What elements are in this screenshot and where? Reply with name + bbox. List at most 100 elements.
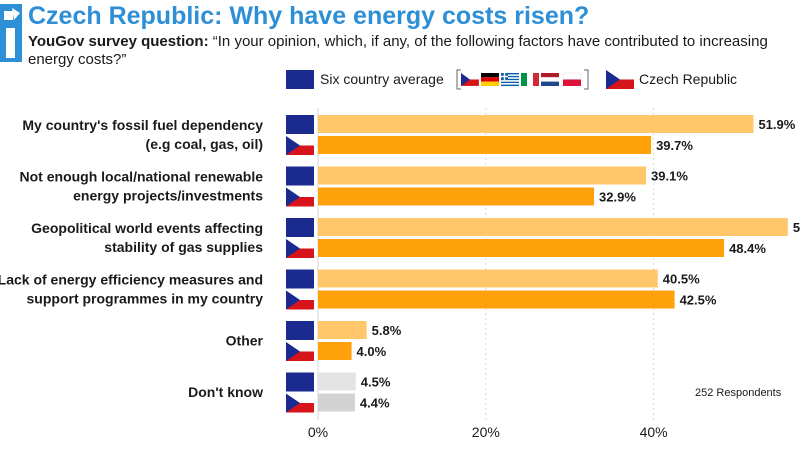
legend-flag-italy (521, 73, 539, 86)
value-label-average: 51.9% (758, 117, 795, 132)
bar-average (318, 372, 356, 391)
row-country-flag-red (286, 197, 314, 207)
row-country-flag-triangle (286, 290, 300, 310)
category-label: Geopolitical world events affecting (31, 220, 263, 236)
row-country-flag (286, 136, 314, 155)
bar-country (318, 393, 355, 412)
respondents-note: 252 Respondents (695, 387, 782, 399)
legend-flag-czech-triangle (461, 73, 470, 86)
legend-flag-netherlands-white (541, 77, 559, 82)
category-label: Lack of energy efficiency measures and (0, 272, 263, 288)
legend-flag-greece-stripe (501, 75, 519, 78)
row-average-flag (286, 372, 314, 392)
row-country-flag-white (286, 136, 314, 146)
legend-average-flag (286, 70, 314, 89)
survey-question-label: YouGov survey question: (28, 33, 209, 50)
legend-flag-czech (461, 73, 479, 86)
legend-country-label: Czech Republic (639, 71, 737, 87)
legend-flag-germany-black (481, 73, 499, 78)
category-label: stability of gas supplies (104, 239, 263, 255)
row-country-flag (286, 393, 314, 413)
legend-flag-germany (481, 73, 499, 86)
row-country-flag-red (286, 145, 314, 155)
legend-country-flag-white (606, 70, 634, 80)
legend-flag-greece-stripe (501, 83, 519, 85)
legend-flag-italy-green (521, 73, 527, 86)
category-label: support programmes in my country (27, 291, 264, 307)
bar-country (318, 187, 595, 206)
row-country-flag-white (286, 342, 314, 352)
legend-bracket-right (584, 69, 589, 90)
legend-flag-greece (501, 73, 519, 87)
legend-flag-greece-stripe (501, 73, 519, 75)
page-title: Czech Republic: Why have energy costs ri… (28, 2, 590, 30)
legend-flag-poland-white (562, 72, 582, 80)
category-label: Don't know (188, 384, 263, 400)
value-label-average: 5.8% (372, 323, 402, 338)
row-country-flag-triangle (286, 136, 300, 155)
legend-flag-germany-gold (481, 81, 499, 86)
row-average-flag-field (286, 269, 314, 289)
legend-flag-netherlands-red (541, 73, 559, 78)
survey-question-text: “In your opinion, which, if any, of the … (28, 33, 768, 68)
legend-bracket-left (456, 69, 461, 90)
x-tick-label: 0% (308, 424, 328, 440)
row-country-flag-triangle (286, 187, 300, 207)
row-country-flag-triangle (286, 393, 300, 413)
row-average-flag-field (286, 115, 314, 134)
value-label-country: 39.7% (656, 138, 693, 153)
survey-question: YouGov survey question: “In your opinion… (28, 33, 788, 69)
bar-country (318, 290, 675, 309)
row-country-flag-white (286, 393, 314, 403)
legend-flag-netherlands (541, 73, 559, 86)
bar-average (318, 269, 658, 288)
row-average-flag-field (286, 372, 314, 392)
value-label-average: 39.1% (651, 169, 688, 184)
value-label-average: 56.0% (793, 220, 800, 235)
row-average-flag (286, 321, 314, 340)
legend-average-label: Six country average (320, 71, 444, 87)
legend-flag-greece-stripe (501, 74, 519, 76)
info-logo-icon (0, 4, 22, 62)
x-tick-label: 20% (472, 424, 500, 440)
legend-flag-greece-stripe (501, 78, 519, 81)
value-label-country: 42.5% (680, 293, 717, 308)
bar-country (318, 239, 725, 257)
category-label: energy projects/investments (73, 188, 263, 204)
row-country-flag-red (286, 300, 314, 310)
bar-country (318, 342, 352, 360)
category-label: Other (226, 333, 264, 349)
value-label-country: 4.4% (360, 396, 390, 411)
row-average-flag (286, 218, 314, 237)
value-label-country: 32.9% (599, 190, 636, 205)
legend-flag-greece-stripe (501, 81, 519, 84)
row-country-flag-triangle (286, 342, 300, 361)
row-country-flag-triangle (286, 239, 300, 258)
legend-flag-greece-cross-h (501, 75, 508, 78)
row-country-flag (286, 187, 314, 207)
row-country-flag-white (286, 290, 314, 300)
row-country-flag-red (286, 351, 314, 361)
row-country-flag-red (286, 248, 314, 258)
row-average-flag (286, 115, 314, 134)
row-country-flag (286, 342, 314, 361)
legend-average-flag-field (286, 70, 314, 89)
row-country-flag-white (286, 187, 314, 197)
value-label-country: 48.4% (729, 241, 766, 256)
row-average-flag (286, 166, 314, 186)
value-label-country: 4.0% (357, 344, 387, 359)
bar-average (318, 166, 647, 185)
legend-flag-poland (562, 72, 582, 86)
bar-country (318, 136, 652, 154)
legend-flag-germany-red (481, 77, 499, 82)
bar-average (318, 115, 754, 133)
legend-country-flag-red (606, 79, 634, 89)
legend-flag-netherlands-blue (541, 81, 559, 86)
value-label-average: 40.5% (663, 272, 700, 287)
legend-flag-poland-red (563, 79, 581, 86)
row-country-flag (286, 290, 314, 310)
legend-flag-italy-red (533, 73, 539, 86)
bar-average (318, 218, 788, 236)
row-average-flag (286, 269, 314, 289)
